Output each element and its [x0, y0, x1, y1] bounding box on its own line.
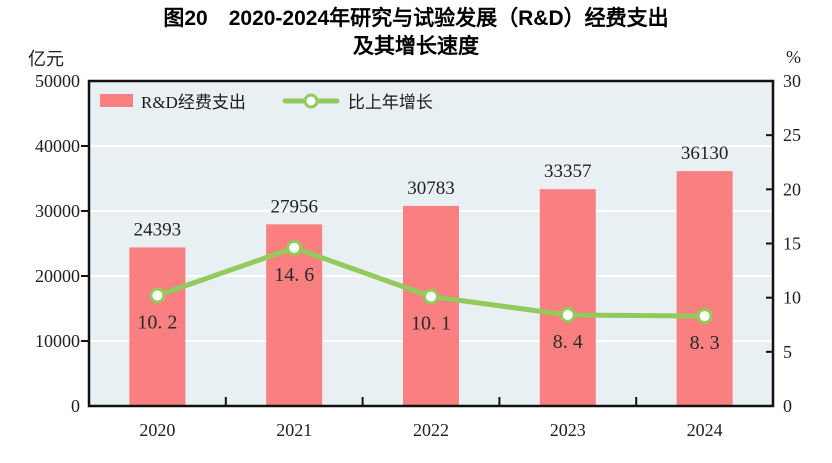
chart-legend: R&D经费支出 比上年增长	[100, 88, 433, 113]
bar-value-label-2023: 33357	[544, 161, 592, 182]
left-axis-label-30000: 30000	[35, 201, 80, 221]
left-axis-label-0: 0	[71, 396, 80, 416]
bar-value-label-2021: 27956	[270, 196, 318, 217]
chart-title-line2: 及其增长速度	[353, 34, 479, 58]
growth-label-2023: 8. 4	[553, 331, 583, 353]
chart-title-line1: 图20 2020-2024年研究与试验发展（R&D）经费支出	[163, 7, 669, 30]
growth-label-2021: 14. 6	[274, 264, 314, 286]
x-axis-label-2020: 2020	[139, 420, 175, 440]
left-axis-label-50000: 50000	[35, 71, 80, 91]
x-axis-label-2021: 2021	[276, 420, 312, 440]
left-axis-label-20000: 20000	[35, 266, 80, 286]
legend-item-line: 比上年增长	[282, 88, 433, 113]
line-marker-2023	[559, 307, 576, 323]
line-series-sample-icon	[282, 93, 340, 108]
bar-value-label-2020: 24393	[134, 219, 182, 240]
bar-2022	[403, 205, 459, 406]
x-axis-label-2023: 2023	[550, 420, 586, 440]
line-marker-2020	[149, 287, 166, 304]
legend-label-bar: R&D经费支出	[141, 93, 246, 112]
x-axis-label-2022: 2022	[413, 420, 449, 440]
bar-2020	[129, 247, 186, 406]
left-axis-label-10000: 10000	[35, 331, 80, 351]
bar-2024	[676, 171, 733, 406]
right-axis-label-25: 25	[783, 125, 801, 145]
growth-label-2024: 8. 3	[690, 332, 720, 354]
right-axis-label-5: 5	[783, 342, 792, 362]
legend-item-bar: R&D经费支出	[100, 88, 246, 113]
line-marker-2021	[286, 239, 303, 256]
x-axis-label-2024: 2024	[687, 420, 723, 440]
left-axis-label-40000: 40000	[35, 136, 80, 156]
bar-value-label-2022: 30783	[407, 178, 455, 199]
line-marker-2022	[423, 288, 439, 305]
right-axis-label-0: 0	[783, 396, 792, 416]
right-axis-label-30: 30	[783, 71, 801, 91]
bar-value-label-2024: 36130	[681, 143, 729, 164]
right-axis-unit-label: %	[786, 47, 801, 67]
bar-2023	[539, 189, 596, 406]
growth-label-2020: 10. 2	[137, 312, 177, 334]
right-axis-label-20: 20	[783, 179, 801, 199]
chart-title: 图20 2020-2024年研究与试验发展（R&D）经费支出 及其增长速度	[0, 5, 832, 60]
line-marker-2024	[696, 308, 713, 325]
bar-series-swatch	[100, 94, 133, 107]
growth-label-2022: 10. 1	[411, 313, 451, 335]
right-axis-label-15: 15	[783, 234, 801, 254]
legend-label-line: 比上年增长	[347, 93, 433, 112]
right-axis-label-10: 10	[783, 288, 801, 308]
left-axis-unit-label: 亿元	[28, 49, 64, 69]
